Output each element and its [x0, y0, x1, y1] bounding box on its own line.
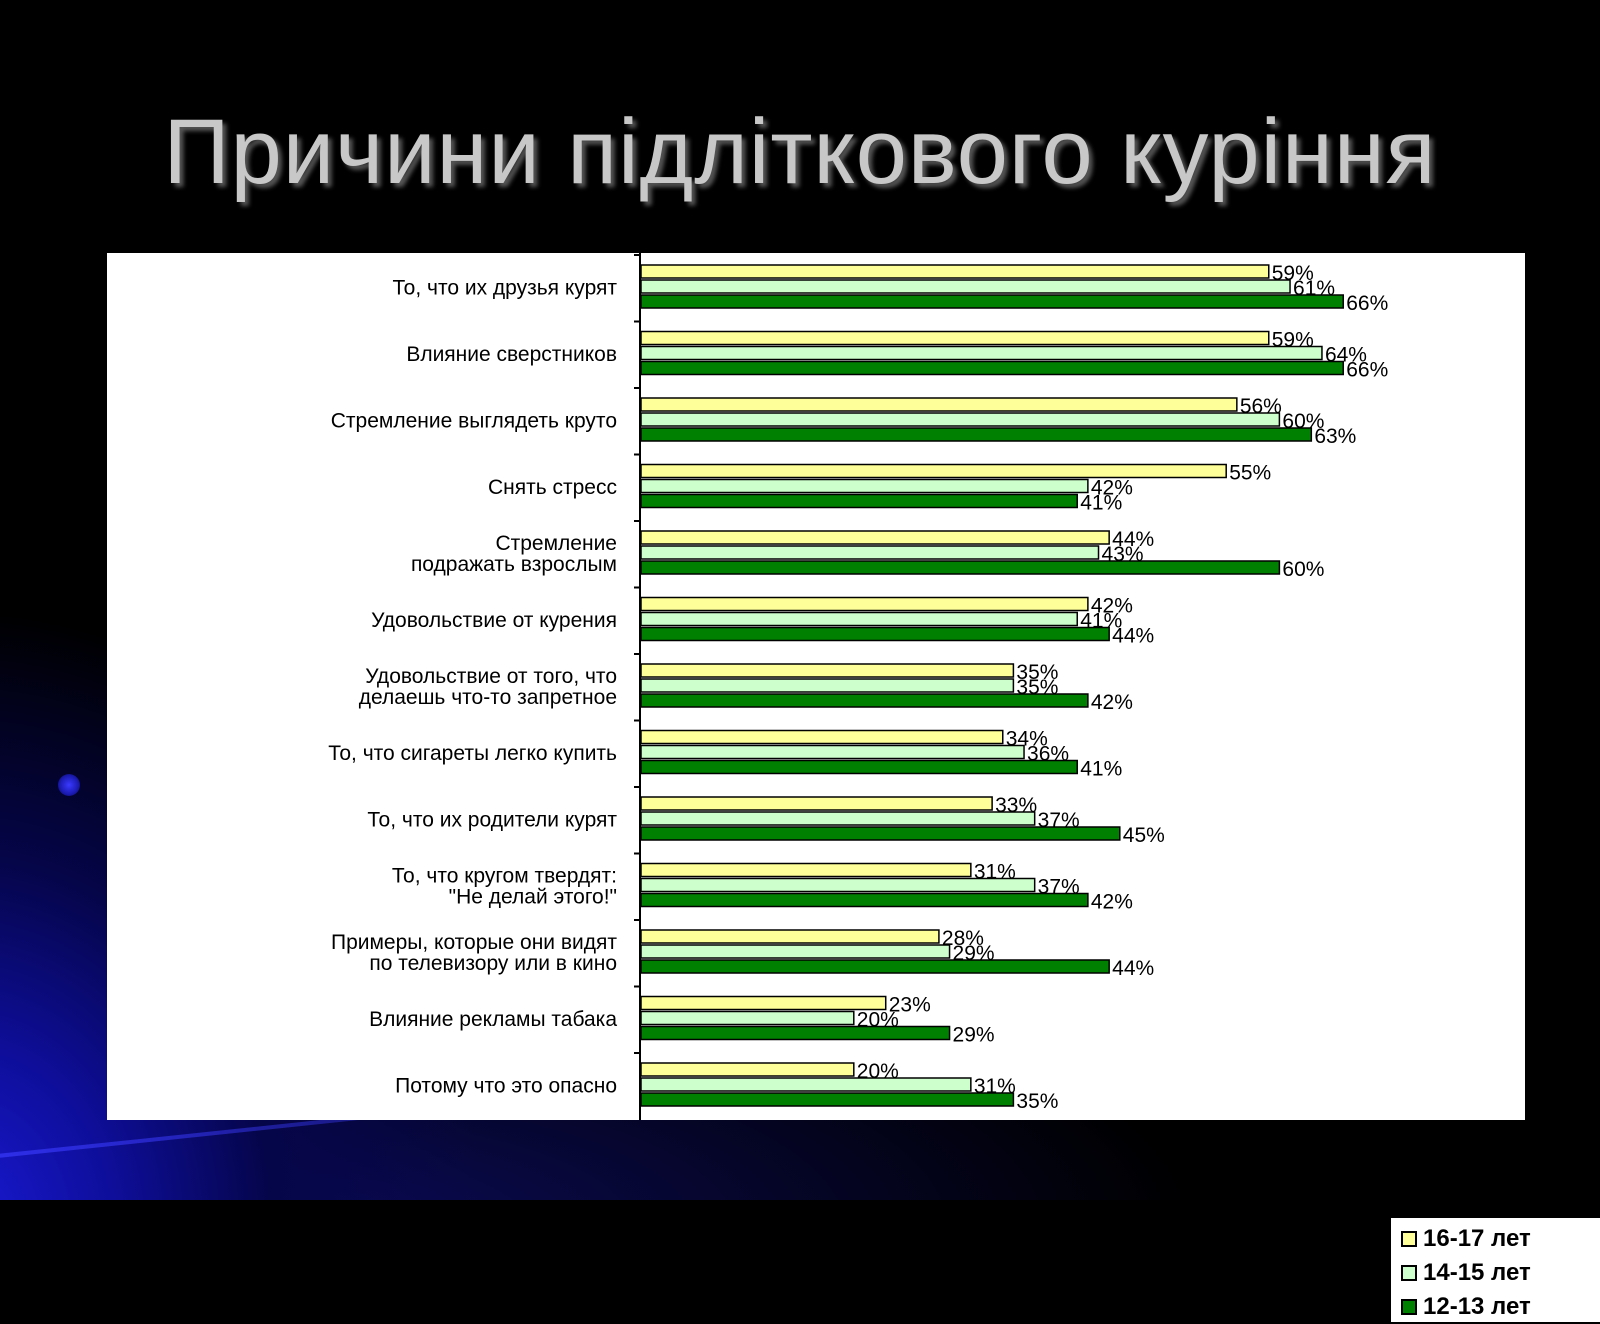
legend-label-12-13: 12-13 лет — [1423, 1293, 1531, 1320]
legend-label-16-17: 16-17 лет — [1423, 1225, 1531, 1252]
bar-12-13-лет — [640, 360, 1344, 376]
bar-14-15-лет — [640, 478, 1089, 494]
bar-16-17-лет — [640, 596, 1089, 612]
data-label: 42% — [1091, 595, 1133, 618]
category-label: Стремление — [495, 532, 617, 555]
legend-item-12-13: 12-13 лет — [1401, 1292, 1531, 1322]
chart-panel: То, что их друзья курят 59% 61% 66% Влияние … — [107, 253, 1600, 1324]
bar-14-15-лет — [640, 744, 1025, 760]
data-label: 29% — [953, 1024, 995, 1047]
chart-legend: 16-17 лет 14-15 лет 12-13 лет — [1389, 1216, 1600, 1324]
data-label: 35% — [1016, 1090, 1058, 1113]
bar-14-15-лет — [640, 944, 951, 959]
category-label: по телевизору или в кино — [369, 952, 617, 975]
category-label: Потому что это опасно — [395, 1075, 617, 1098]
background-dot — [58, 774, 80, 796]
bar-12-13-лет — [640, 1092, 1015, 1107]
category-label: Удовольствие от того, что — [365, 665, 617, 688]
bar-14-15-лет — [640, 1010, 855, 1026]
data-label: 28% — [942, 927, 984, 950]
category-label: Снять стресс — [488, 476, 617, 499]
data-label: 45% — [1123, 824, 1165, 847]
data-label: 66% — [1346, 359, 1388, 382]
data-label: 44% — [1112, 528, 1154, 551]
bar-16-17-лет — [640, 330, 1270, 346]
bar-14-15-лет — [640, 1077, 972, 1092]
bar-16-17-лет — [640, 862, 972, 878]
bar-12-13-лет — [640, 427, 1313, 442]
data-label: 41% — [1080, 758, 1122, 781]
category-label: То, что кругом твердят: — [392, 865, 617, 888]
category-label: То, что их друзья курят — [392, 277, 617, 300]
category-label: "Не делай этого!" — [449, 886, 617, 909]
bar-16-17-лет — [640, 929, 940, 944]
data-label: 60% — [1282, 558, 1324, 581]
bar-12-13-лет — [640, 892, 1089, 908]
category-label: Удовольствие от курения — [371, 609, 617, 632]
category-label: Примеры, которые они видят — [331, 931, 617, 954]
category-label: делаешь что-то запретное — [359, 686, 617, 709]
legend-swatch-16-17 — [1401, 1231, 1417, 1247]
bar-14-15-лет — [640, 279, 1291, 294]
bar-12-13-лет — [640, 759, 1078, 775]
bar-16-17-лет — [640, 796, 993, 811]
data-label: 42% — [1091, 891, 1133, 914]
category-label: То, что их родители курят — [367, 809, 617, 832]
data-label: 63% — [1314, 425, 1356, 448]
data-label: 35% — [1016, 661, 1058, 684]
category-label: Влияние сверстников — [406, 343, 617, 366]
bar-16-17-лет — [640, 463, 1227, 479]
slide-title: Причини підліткового куріння — [163, 101, 1437, 203]
bar-14-15-лет — [640, 877, 1036, 893]
bar-12-13-лет — [640, 693, 1089, 708]
legend-swatch-12-13 — [1401, 1299, 1417, 1315]
category-label: Влияние рекламы табака — [369, 1008, 617, 1031]
bar-16-17-лет — [640, 729, 1004, 745]
legend-label-14-15: 14-15 лет — [1423, 1259, 1531, 1286]
category-label: подражать взрослым — [411, 553, 617, 576]
data-label: 23% — [889, 994, 931, 1017]
bar-16-17-лет — [640, 530, 1110, 545]
bar-12-13-лет — [640, 560, 1281, 575]
bar-14-15-лет — [640, 412, 1281, 427]
data-label: 66% — [1346, 292, 1388, 315]
bar-16-17-лет — [640, 1062, 855, 1077]
bar-14-15-лет — [640, 345, 1323, 361]
bar-16-17-лет — [640, 264, 1270, 279]
bar-12-13-лет — [640, 294, 1344, 309]
data-label: 42% — [1091, 477, 1133, 500]
legend-item-14-15: 14-15 лет — [1401, 1258, 1531, 1288]
data-label: 55% — [1229, 462, 1271, 485]
category-label: То, что сигареты легко купить — [328, 742, 617, 765]
data-label: 44% — [1112, 625, 1154, 648]
bar-12-13-лет — [640, 626, 1110, 642]
data-label: 44% — [1112, 957, 1154, 980]
bar-12-13-лет — [640, 959, 1110, 974]
bar-12-13-лет — [640, 493, 1078, 509]
category-label: Стремление выглядеть круто — [331, 410, 617, 433]
bar-16-17-лет — [640, 663, 1015, 678]
bar-14-15-лет — [640, 611, 1078, 627]
bar-12-13-лет — [640, 826, 1121, 841]
bar-16-17-лет — [640, 995, 887, 1011]
bar-16-17-лет — [640, 397, 1238, 412]
bar-14-15-лет — [640, 811, 1036, 826]
legend-swatch-14-15 — [1401, 1265, 1417, 1281]
bar-chart: То, что их друзья курят59%61%66%Влияние … — [328, 253, 1388, 1120]
bar-12-13-лет — [640, 1025, 951, 1041]
data-label: 41% — [1080, 492, 1122, 515]
bar-14-15-лет — [640, 545, 1100, 560]
data-label: 42% — [1091, 691, 1133, 714]
legend-item-16-17: 16-17 лет — [1401, 1224, 1531, 1254]
bar-14-15-лет — [640, 678, 1015, 693]
